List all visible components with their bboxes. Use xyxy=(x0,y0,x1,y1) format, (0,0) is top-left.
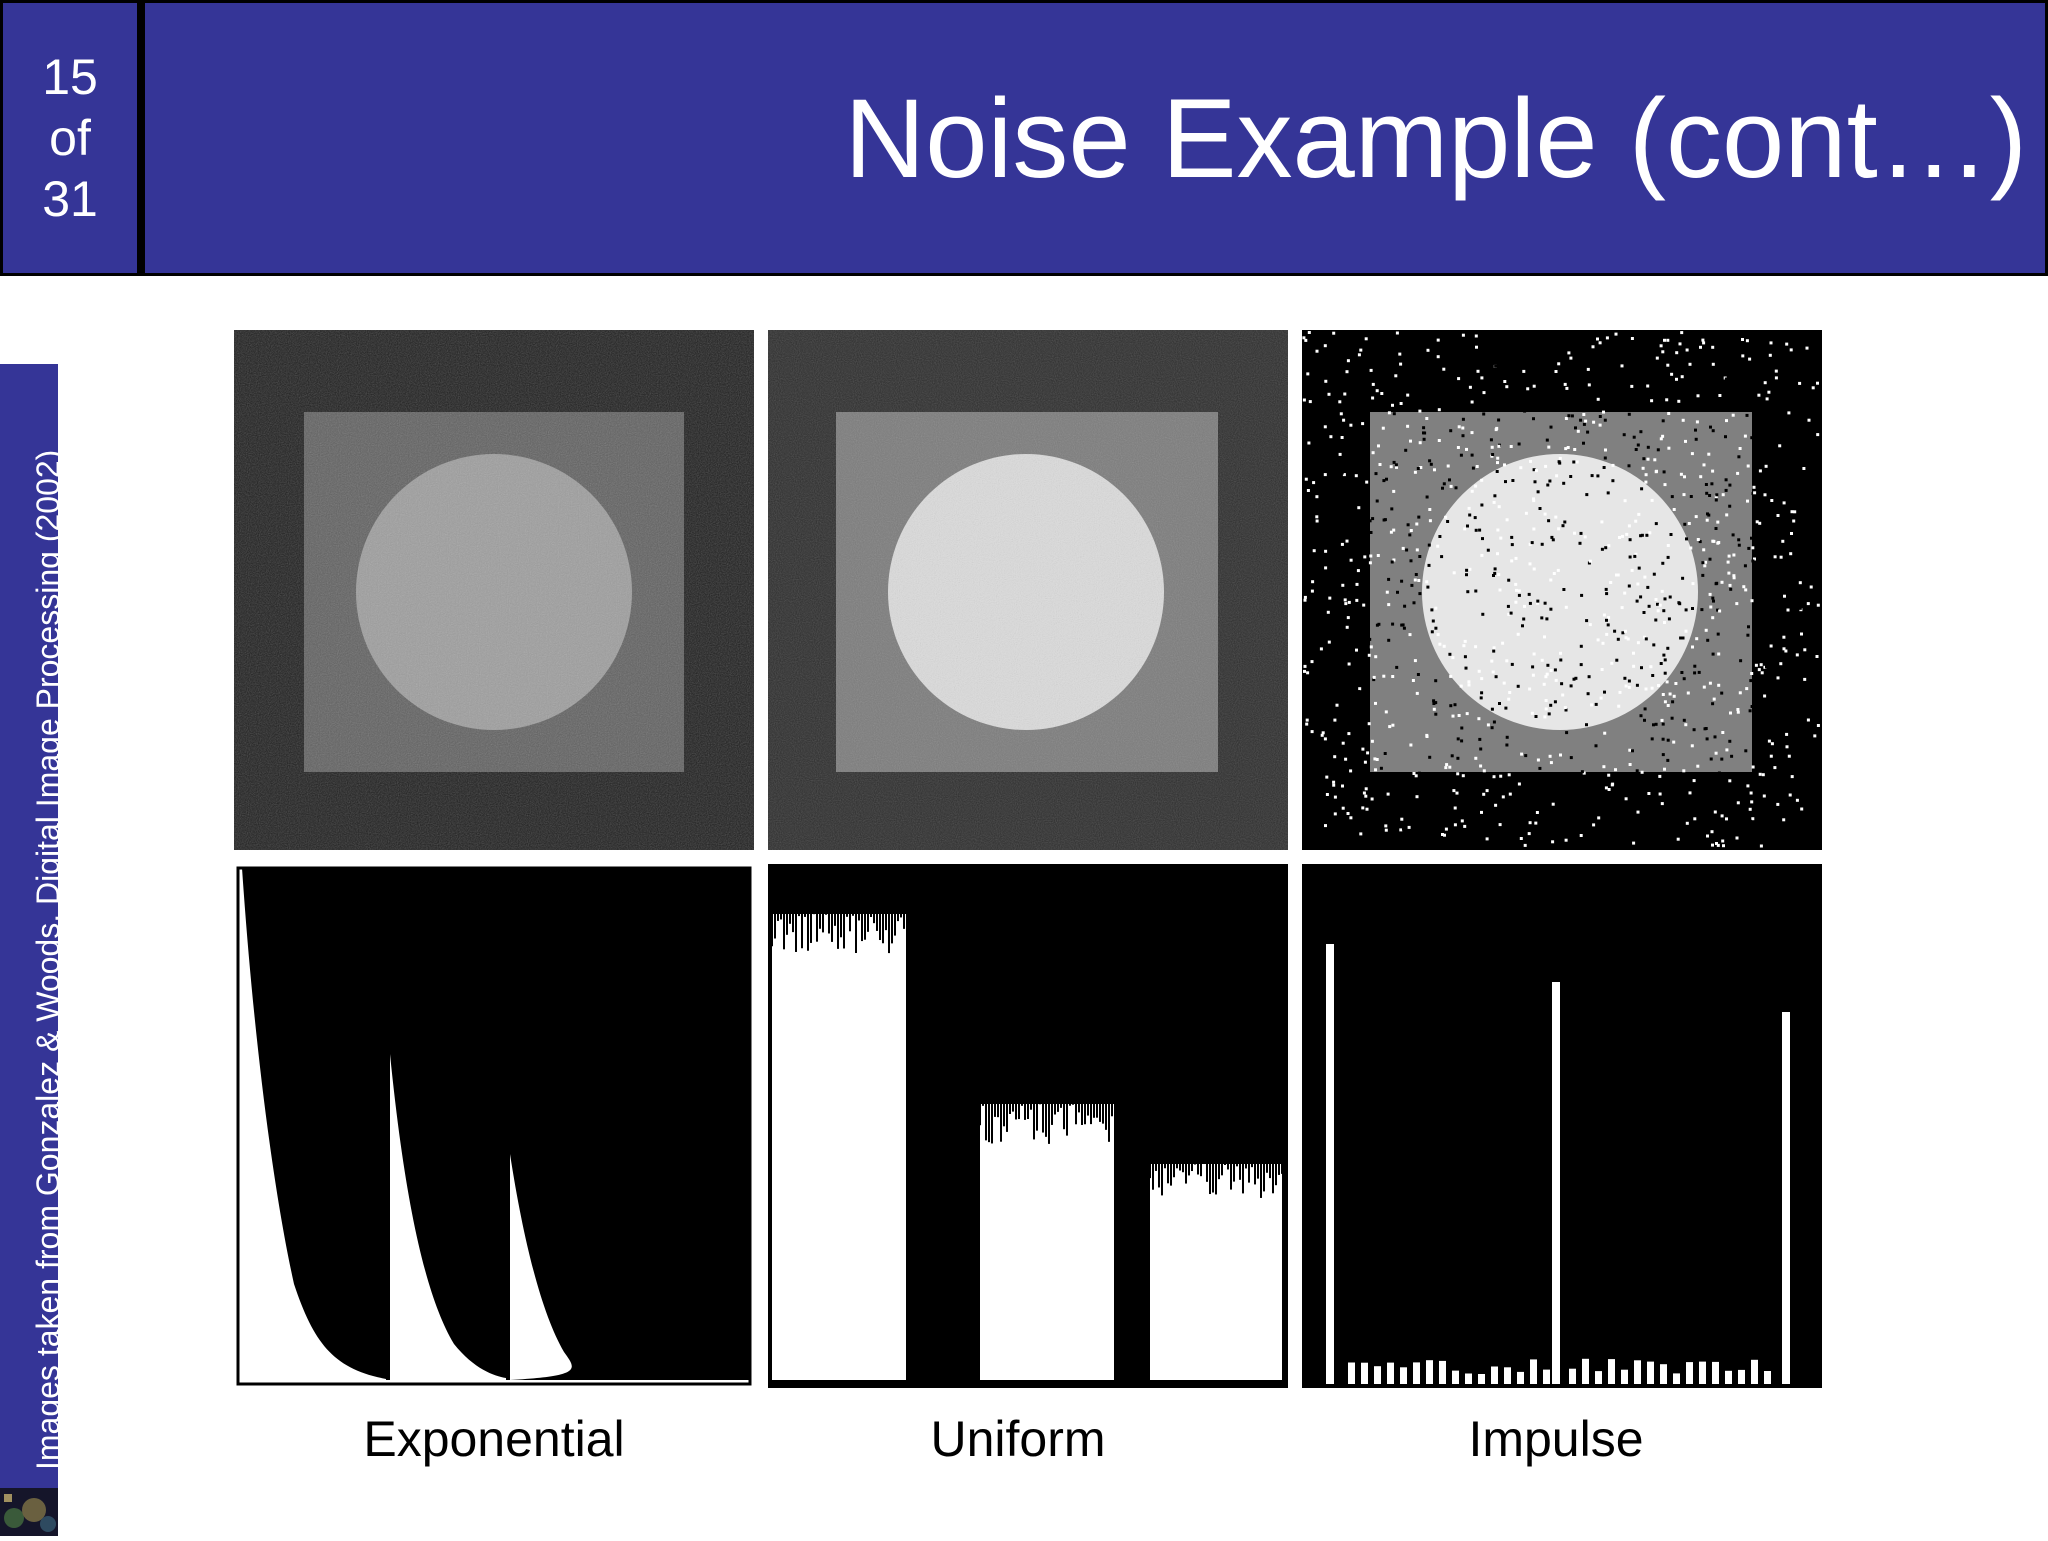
uniform-histogram xyxy=(768,864,1288,1388)
exponential-histogram xyxy=(234,864,754,1388)
uniform-noise-image xyxy=(768,330,1288,850)
impulse-noise-image xyxy=(1302,330,1822,850)
caption-exponential: Exponential xyxy=(363,1411,625,1467)
slide-number-box: 15 of 31 xyxy=(0,0,140,276)
sidebar-logo-image xyxy=(0,1488,58,1536)
slide-title-bar: Noise Example (cont…) xyxy=(140,0,2048,276)
impulse-histogram xyxy=(1302,864,1822,1388)
slide-title: Noise Example (cont…) xyxy=(844,75,2027,201)
caption-impulse: Impulse xyxy=(1468,1411,1644,1467)
sidebar-strip xyxy=(0,364,58,1536)
slide-number-of: of xyxy=(49,109,91,166)
slide-number-total: 31 xyxy=(42,170,98,227)
exponential-noise-image xyxy=(234,330,754,850)
caption-uniform: Uniform xyxy=(930,1411,1106,1467)
slide-number-current: 15 xyxy=(42,48,98,105)
sidebar-credit: Images taken from Gonzalez & Woods, Digi… xyxy=(30,449,66,1470)
